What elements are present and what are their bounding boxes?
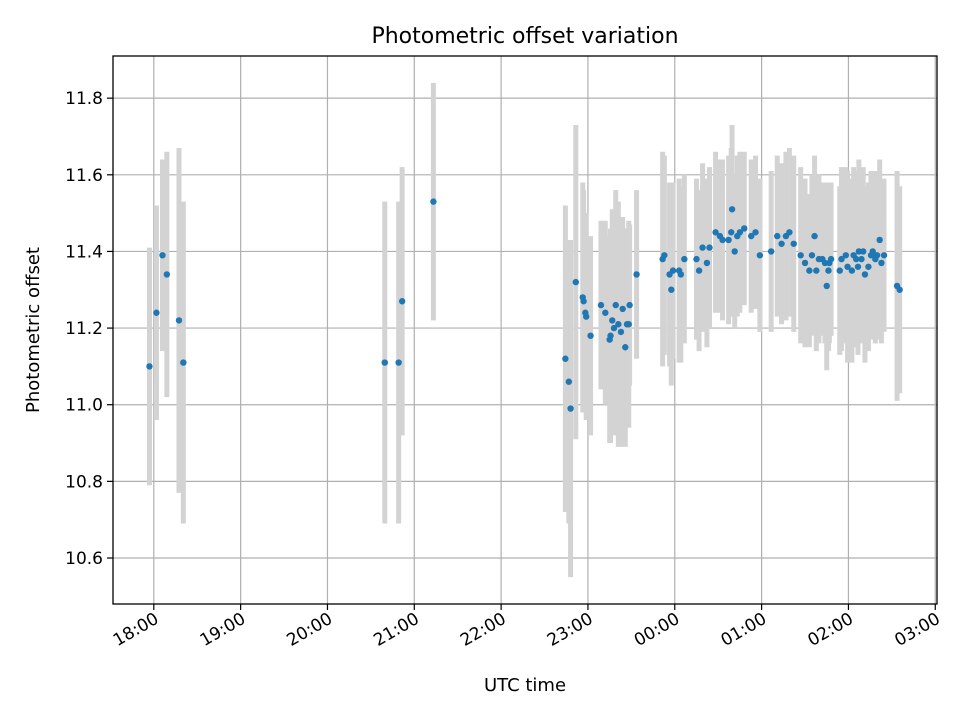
data-point xyxy=(602,309,609,316)
data-point xyxy=(703,259,711,267)
data-point xyxy=(778,240,785,247)
data-point xyxy=(865,263,872,270)
data-point xyxy=(848,267,856,274)
data-point xyxy=(719,236,726,244)
data-point xyxy=(854,263,862,270)
y-tick-label: 10.6 xyxy=(65,549,103,569)
data-point xyxy=(741,225,748,232)
data-point xyxy=(607,332,614,339)
data-point xyxy=(430,198,437,205)
data-point xyxy=(811,232,818,240)
data-point xyxy=(878,259,885,267)
y-tick-label: 11.0 xyxy=(65,396,103,416)
data-point xyxy=(728,206,736,213)
data-point xyxy=(587,332,594,339)
data-point xyxy=(626,301,633,309)
data-point xyxy=(625,321,632,328)
data-point xyxy=(699,244,706,251)
data-point xyxy=(159,252,166,259)
data-point xyxy=(806,267,813,274)
data-point xyxy=(842,252,850,259)
data-point xyxy=(853,255,860,263)
data-point xyxy=(163,271,171,278)
data-point xyxy=(756,252,764,259)
data-point xyxy=(844,263,851,270)
data-point xyxy=(736,229,744,236)
data-point xyxy=(668,286,675,293)
data-point xyxy=(398,298,406,305)
y-tick-label: 11.4 xyxy=(65,242,103,262)
data-point xyxy=(774,232,781,240)
y-tick-label: 11.2 xyxy=(65,319,103,339)
data-point xyxy=(612,301,619,309)
data-point xyxy=(597,301,605,309)
data-point xyxy=(609,317,616,324)
data-point xyxy=(693,255,700,263)
data-point xyxy=(395,359,402,366)
data-point xyxy=(677,271,685,278)
data-point xyxy=(808,252,816,259)
data-point xyxy=(896,286,903,293)
y-tick-label: 10.8 xyxy=(65,472,103,492)
data-point xyxy=(633,271,640,278)
data-point xyxy=(731,248,738,255)
chart-title: Photometric offset variation xyxy=(371,24,678,49)
data-point xyxy=(610,324,618,332)
data-point xyxy=(695,267,703,274)
data-point xyxy=(706,244,713,251)
data-point xyxy=(580,298,587,305)
data-point xyxy=(825,267,832,274)
data-point xyxy=(836,267,843,274)
data-point xyxy=(562,355,569,362)
data-point xyxy=(565,378,573,385)
data-point xyxy=(180,359,187,366)
data-point xyxy=(813,267,820,274)
data-point xyxy=(661,252,668,259)
point-layer xyxy=(146,198,903,412)
data-point xyxy=(823,282,830,290)
data-point xyxy=(583,313,590,320)
data-point xyxy=(801,259,809,267)
data-point xyxy=(381,359,388,366)
data-point xyxy=(725,236,732,244)
data-point xyxy=(876,236,883,244)
axes-frame xyxy=(112,55,938,605)
data-point xyxy=(880,252,888,259)
data-point xyxy=(790,240,797,247)
data-point xyxy=(869,248,876,255)
y-axis-ticks: 10.6 10.8 11.0 11.2 11.4 11.6 11.8 xyxy=(65,89,113,569)
data-point xyxy=(622,344,629,351)
data-point xyxy=(567,405,574,412)
data-point xyxy=(153,309,160,316)
y-tick-label: 11.6 xyxy=(65,166,103,186)
data-point xyxy=(175,317,183,324)
data-point xyxy=(752,229,759,236)
data-point xyxy=(712,229,719,236)
data-point xyxy=(858,255,865,263)
y-axis-label: Photometric offset xyxy=(23,247,44,413)
data-point xyxy=(669,267,677,274)
data-point xyxy=(873,252,881,259)
data-point xyxy=(146,363,153,370)
data-point xyxy=(859,248,867,255)
data-point xyxy=(619,305,626,313)
y-tick-label: 11.8 xyxy=(65,89,103,109)
data-point xyxy=(786,229,793,236)
data-point xyxy=(747,232,755,240)
data-point xyxy=(681,255,688,263)
data-point xyxy=(827,255,835,263)
x-axis-label: UTC time xyxy=(484,675,566,696)
data-point xyxy=(838,255,845,263)
data-point xyxy=(728,229,735,236)
data-point xyxy=(615,321,622,328)
data-point xyxy=(617,328,625,336)
data-point xyxy=(861,271,869,278)
data-point xyxy=(767,248,775,255)
data-point xyxy=(572,278,579,286)
data-point xyxy=(797,252,804,259)
